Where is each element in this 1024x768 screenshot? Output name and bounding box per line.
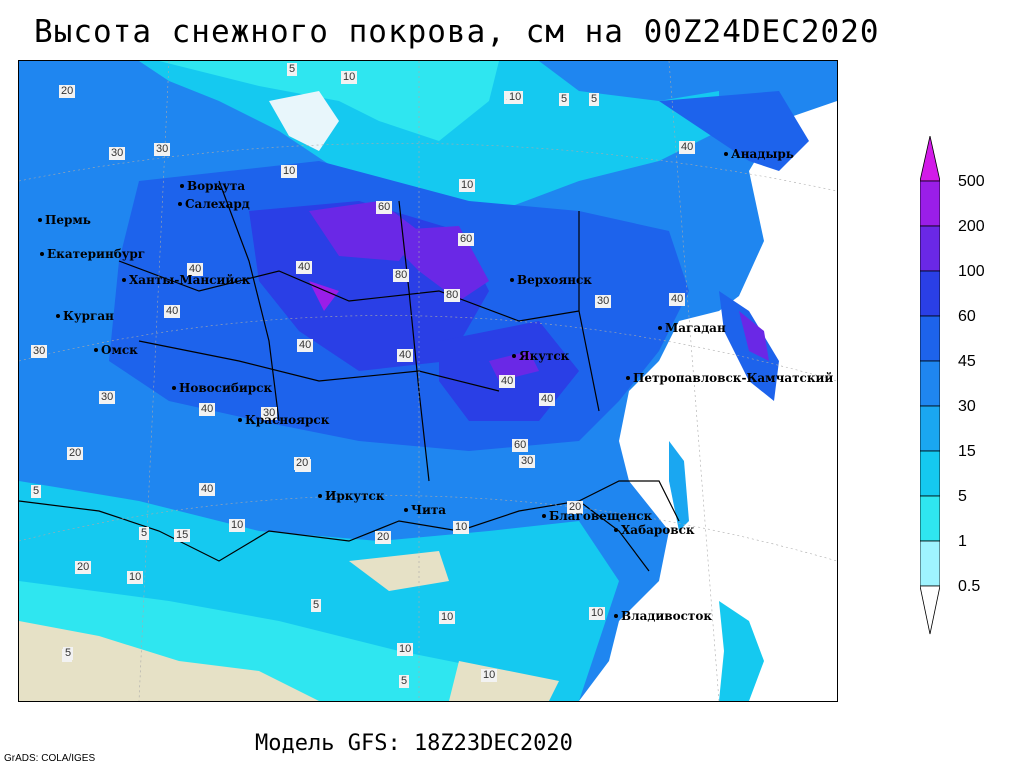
snow-60-100	[309, 201, 419, 261]
contour-label: 40	[397, 349, 414, 362]
legend-label: 500	[958, 173, 985, 190]
legend-label: 5	[958, 488, 967, 505]
contour-label: 40	[499, 375, 516, 388]
contour-label: 5	[559, 93, 570, 106]
contour-label: 10	[127, 571, 144, 584]
legend-label: 100	[958, 263, 985, 280]
contour-label: 10	[481, 669, 498, 682]
contour-label: 5	[589, 93, 600, 106]
contour-label: 30	[99, 391, 116, 404]
city-label: Омск	[94, 343, 138, 357]
legend-label: 15	[958, 443, 976, 460]
contour-label: 30	[154, 143, 171, 156]
city-label: Петропавловск-Камчатский	[625, 371, 834, 385]
contour-label: 10	[507, 91, 524, 104]
city-label: Красноярск	[237, 413, 330, 427]
contour-label: 20	[294, 457, 311, 470]
contour-label: 10	[229, 519, 246, 532]
contour-label: 30	[109, 147, 126, 160]
legend-colorbar	[920, 136, 940, 635]
city-label: Курган	[56, 309, 114, 323]
city-label: Иркутск	[317, 489, 385, 503]
contour-label: 80	[444, 289, 461, 302]
legend-label: 200	[958, 218, 985, 235]
bare-land	[19, 621, 319, 701]
model-run-label: Модель GFS: 18Z23DEC2020	[255, 731, 573, 756]
contour-label: 60	[512, 439, 529, 452]
city-label: Якутск	[511, 349, 570, 363]
contour-label: 10	[589, 607, 606, 620]
city-label: Новосибирск	[171, 381, 273, 395]
contour-label: 20	[567, 501, 584, 514]
contour-label: 10	[397, 643, 414, 656]
contour-label: 10	[439, 611, 456, 624]
contour-label: 10	[281, 165, 298, 178]
contour-label: 60	[458, 233, 475, 246]
contour-label: 40	[679, 141, 696, 154]
city-label: Владивосток	[613, 609, 713, 623]
contour-label: 20	[75, 561, 92, 574]
city-label: Благовещенск	[541, 509, 653, 523]
contour-label: 10	[459, 179, 476, 192]
contour-label: 5	[287, 63, 298, 76]
arctic-ice	[159, 61, 499, 141]
grads-credit: GrADS: COLA/IGES	[4, 753, 96, 764]
city-label: Верхоянск	[510, 273, 592, 287]
contour-label: 5	[63, 647, 74, 660]
legend-label: 1	[958, 533, 967, 550]
sakhalin	[669, 441, 689, 531]
legend-label: 45	[958, 353, 976, 370]
city-label: Магадан	[658, 321, 726, 335]
contour-label: 20	[67, 447, 84, 460]
contour-label: 40	[199, 483, 216, 496]
sea-of-okhotsk	[629, 321, 734, 461]
city-label: Хабаровск	[614, 523, 695, 537]
contour-label: 5	[311, 599, 322, 612]
contour-label: 40	[187, 263, 204, 276]
legend-label: 30	[958, 398, 976, 415]
contour-label: 60	[376, 201, 393, 214]
legend-label: 60	[958, 308, 976, 325]
chart-title: Высота снежного покрова, см на 00Z24DEC2…	[34, 14, 880, 50]
legend-label: 0.5	[958, 578, 981, 595]
contour-label: 40	[199, 403, 216, 416]
contour-label: 40	[297, 339, 314, 352]
contour-label: 5	[31, 485, 42, 498]
contour-label: 30	[31, 345, 48, 358]
city-label: Воркута	[179, 179, 246, 193]
contour-label: 5	[139, 527, 150, 540]
contour-label: 30	[595, 295, 612, 308]
map-canvas	[19, 61, 837, 701]
contour-label: 30	[261, 407, 278, 420]
contour-label: 5	[399, 675, 410, 688]
contour-label: 40	[669, 293, 686, 306]
city-label: Ханты-Мансийск	[121, 273, 251, 287]
contour-label: 80	[393, 269, 410, 282]
contour-label: 10	[341, 71, 358, 84]
contour-label: 20	[375, 531, 392, 544]
city-label: Екатеринбург	[39, 247, 146, 261]
contour-label: 30	[519, 455, 536, 468]
contour-label: 15	[174, 529, 191, 542]
contour-label: 40	[539, 393, 556, 406]
chukotka	[659, 91, 809, 171]
contour-label: 20	[59, 85, 76, 98]
contour-label: 10	[453, 521, 470, 534]
japan	[719, 601, 764, 701]
city-label: Анадырь	[724, 147, 794, 161]
color-legend	[920, 136, 980, 636]
contour-label: 40	[296, 261, 313, 274]
city-label: Салехард	[178, 197, 250, 211]
contour-label: 40	[164, 305, 181, 318]
city-label: Пермь	[38, 213, 91, 227]
snow-depth-map: 5 10 10 5 5 20 30 30 10 10 60 60 80 80 4…	[18, 60, 838, 702]
city-label: Чита	[403, 503, 447, 517]
